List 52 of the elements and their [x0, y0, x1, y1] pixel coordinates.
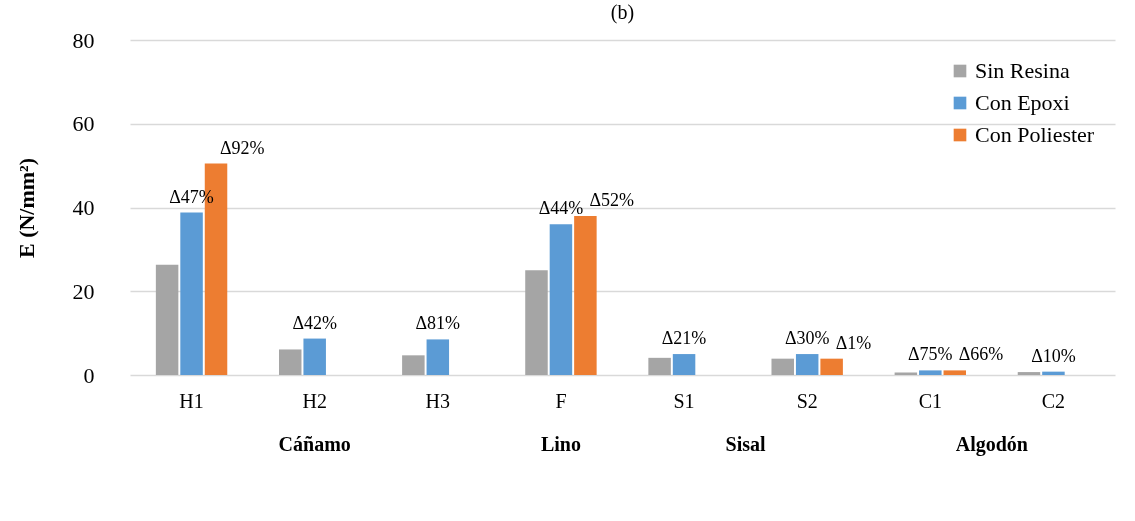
x-tick-label: C2 [1041, 389, 1066, 412]
x-tick-label: S2 [796, 389, 818, 412]
x-tick-label: S1 [673, 389, 695, 412]
data-label: Δ21% [661, 328, 707, 349]
bar [1042, 371, 1065, 375]
legend-label: Con Poliester [975, 122, 1095, 147]
data-label: Δ52% [589, 189, 634, 210]
bar [648, 357, 671, 375]
bar [1017, 372, 1041, 375]
bar [574, 215, 597, 375]
y-axis-title: E (N/mm²) [13, 157, 39, 259]
data-label: Δ66% [958, 344, 1004, 365]
legend-label: Con Epoxi [975, 90, 1070, 115]
text: Algodón [955, 433, 1028, 456]
bar [278, 349, 302, 375]
y-tick-label: 20 [72, 278, 95, 304]
data-label: Δ30% [784, 328, 830, 349]
data-label: Δ10% [1031, 345, 1076, 366]
bar [525, 270, 548, 375]
data-label: Δ1% [835, 332, 872, 353]
bar [155, 264, 179, 375]
bar [402, 355, 425, 375]
data-label: Δ92% [220, 137, 265, 158]
data-label: Δ75% [908, 344, 953, 365]
data-label: Δ81% [415, 313, 461, 334]
bar [549, 224, 573, 375]
text: Lino [540, 433, 581, 455]
bar [426, 339, 450, 375]
y-tick-label: 0 [83, 362, 95, 388]
text: Cáñamo [278, 433, 351, 455]
x-tick-label: H3 [425, 389, 451, 412]
bar [894, 372, 918, 375]
x-tick-label: C1 [918, 389, 942, 412]
y-tick-label: 40 [72, 195, 95, 220]
bar [771, 358, 794, 375]
x-tick-label: H1 [179, 389, 204, 412]
x-tick-label: H2 [302, 389, 327, 412]
bar [672, 354, 696, 375]
data-label: Δ44% [538, 198, 584, 219]
bar [180, 212, 203, 375]
bar [820, 358, 843, 375]
bar [303, 338, 326, 375]
bar [919, 370, 942, 375]
y-tick-label: 60 [72, 111, 95, 137]
legend-label: Sin Resina [975, 58, 1070, 83]
text: Sisal [725, 433, 767, 455]
chart-title: (b) [610, 1, 635, 24]
bar [795, 354, 819, 375]
x-tick-label: F [555, 389, 567, 412]
data-label: Δ42% [292, 312, 337, 333]
bar [943, 370, 967, 375]
y-tick-label: 80 [72, 27, 95, 53]
